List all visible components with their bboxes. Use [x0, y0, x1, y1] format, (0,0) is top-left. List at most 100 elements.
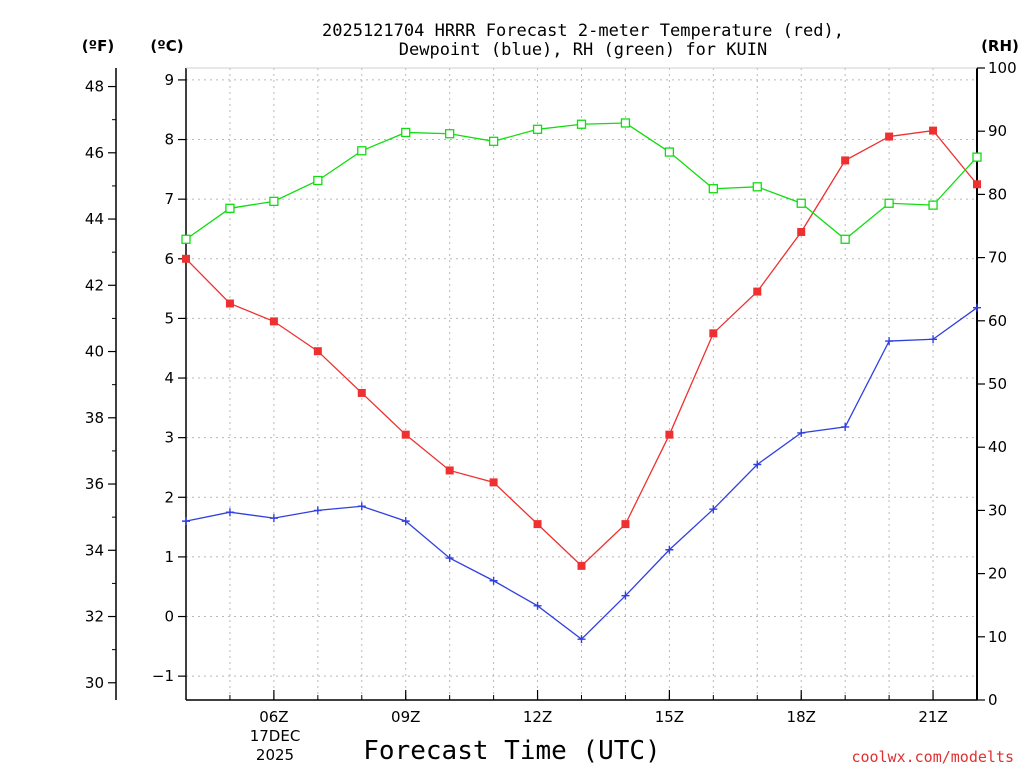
dewpoint-point: [401, 517, 410, 526]
rh-tick-label: 0: [988, 691, 998, 709]
rh-point: [401, 127, 411, 138]
rh-point: [972, 152, 982, 162]
rh-point: [796, 198, 806, 208]
dewpoint-point: [445, 554, 454, 563]
dewpoint-point: [269, 514, 278, 523]
rh-point: [752, 182, 762, 192]
x-tick-label: 12Z: [523, 708, 552, 726]
data-series: [181, 118, 982, 644]
dewpoint-point: [709, 505, 718, 514]
rh-tick-label: 30: [988, 501, 1007, 519]
fahrenheit-tick-label: 44: [85, 210, 104, 228]
rh-point: [445, 129, 455, 139]
rh-point: [928, 200, 938, 210]
fahrenheit-tick-label: 30: [85, 674, 104, 692]
dewpoint-point: [313, 506, 322, 515]
dewpoint-point: [973, 303, 981, 312]
rh-tick-label: 10: [988, 628, 1007, 646]
dewpoint-point: [489, 576, 498, 585]
temperature-point: [225, 299, 234, 308]
rh-axis-unit: (RH): [981, 37, 1019, 55]
temperature-point: [357, 388, 366, 397]
temperature-point: [885, 132, 894, 141]
celsius-tick-label: 4: [164, 369, 174, 387]
temperature-point: [841, 156, 850, 165]
date-label-day: 17DEC: [250, 727, 301, 745]
fahrenheit-tick-label: 48: [85, 78, 104, 96]
celsius-tick-label: 6: [164, 250, 174, 268]
x-tick-label: 18Z: [787, 708, 816, 726]
rh-point: [269, 196, 279, 207]
temperature-point: [577, 561, 586, 570]
x-tick-label: 09Z: [391, 708, 420, 726]
dewpoint-point: [797, 428, 806, 437]
temperature-point: [182, 254, 190, 263]
dewpoint-point: [753, 460, 762, 469]
dewpoint-point: [357, 502, 366, 511]
rh-point: [225, 203, 235, 213]
rh-point: [488, 136, 499, 146]
rh-point: [664, 147, 675, 157]
rh-point: [357, 146, 367, 156]
dewpoint-point: [841, 422, 850, 431]
rh-point: [181, 234, 191, 244]
dewpoint-point: [225, 508, 234, 517]
temperature-point: [445, 466, 454, 475]
temperature-point: [709, 329, 718, 338]
fahrenheit-tick-label: 34: [85, 541, 104, 559]
rh-point: [532, 124, 543, 134]
rh-point: [708, 184, 718, 194]
chart-title-line-2: Dewpoint (blue), RH (green) for KUIN: [399, 40, 767, 60]
rh-tick-label: 100: [988, 59, 1017, 77]
dewpoint-point: [665, 545, 674, 554]
temperature-point: [797, 227, 806, 236]
temperature-point: [665, 430, 674, 439]
rh-tick-label: 50: [988, 375, 1007, 393]
celsius-tick-label: 9: [164, 71, 174, 89]
temperature-point: [401, 430, 410, 439]
celsius-tick-label: 8: [164, 131, 174, 149]
fahrenheit-tick-label: 38: [85, 409, 104, 427]
rh-tick-label: 60: [988, 312, 1007, 330]
dewpoint-point: [885, 337, 894, 346]
temperature-point: [533, 520, 542, 529]
celsius-tick-label: 3: [164, 429, 174, 447]
fahrenheit-axis-unit: (ºF): [82, 37, 114, 55]
celsius-tick-label: 1: [164, 548, 174, 566]
date-label-year: 2025: [256, 746, 294, 764]
dewpoint-point: [182, 517, 190, 526]
celsius-tick-label: 0: [164, 608, 174, 626]
temperature-point: [621, 520, 630, 529]
celsius-axis-unit: (ºC): [150, 37, 183, 55]
temperature-point: [929, 126, 938, 135]
dewpoint-point: [577, 635, 586, 644]
rh-tick-label: 20: [988, 565, 1007, 583]
axes: 30323436384042444648−1012345678901020304…: [85, 59, 1017, 726]
rh-point: [620, 118, 631, 128]
fahrenheit-tick-label: 32: [85, 608, 104, 626]
chart-title-line-1: 2025121704 HRRR Forecast 2-meter Tempera…: [322, 21, 844, 41]
dewpoint-point: [533, 601, 542, 610]
temperature-point: [313, 347, 322, 356]
rh-tick-label: 80: [988, 185, 1007, 203]
source-credit: coolwx.com/modelts: [851, 748, 1014, 766]
x-tick-label: 15Z: [655, 708, 684, 726]
temperature-point: [269, 317, 278, 326]
x-tick-label: 06Z: [259, 708, 288, 726]
fahrenheit-tick-label: 36: [85, 475, 104, 493]
rh-tick-label: 70: [988, 249, 1007, 267]
fahrenheit-tick-label: 40: [85, 343, 104, 361]
celsius-tick-label: 7: [164, 190, 174, 208]
temperature-point: [973, 180, 981, 189]
x-axis-label: Forecast Time (UTC): [363, 736, 660, 766]
dewpoint-point: [621, 591, 630, 600]
celsius-tick-label: 5: [164, 309, 174, 327]
fahrenheit-tick-label: 42: [85, 276, 104, 294]
rh-tick-label: 40: [988, 438, 1007, 456]
temperature-point: [489, 478, 498, 487]
rh-point: [313, 175, 323, 186]
x-tick-label: 21Z: [918, 708, 947, 726]
rh-point: [576, 119, 587, 129]
grid-lines: [186, 68, 977, 700]
